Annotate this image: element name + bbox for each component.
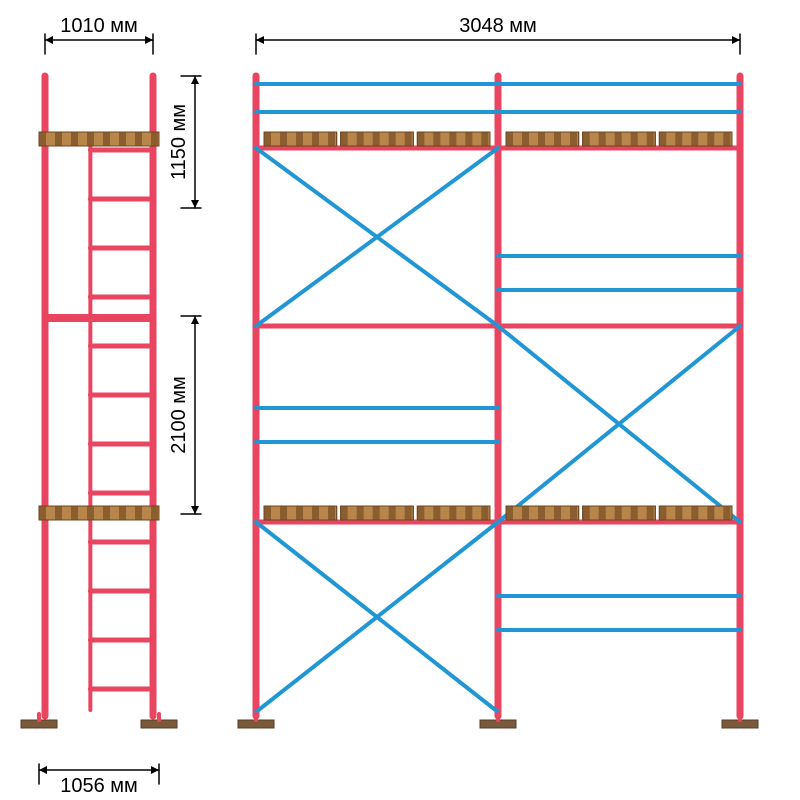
dim-width-top-left: 1010 мм: [45, 15, 153, 54]
dimension-label: 3048 мм: [459, 15, 537, 37]
front-view: [238, 76, 758, 728]
dimension-label: 1150 мм: [168, 104, 190, 180]
dimension-label: 1010 мм: [60, 15, 138, 37]
dimension-label: 1056 мм: [60, 775, 138, 797]
dim-height-middle: 2100 мм: [168, 316, 201, 514]
dim-height-upper: 1150 мм: [168, 76, 201, 208]
side-view: [21, 76, 177, 728]
dim-width-top-right: 3048 мм: [256, 15, 740, 54]
dim-width-bottom: 1056 мм: [39, 764, 159, 797]
dimension-label: 2100 мм: [168, 376, 190, 454]
